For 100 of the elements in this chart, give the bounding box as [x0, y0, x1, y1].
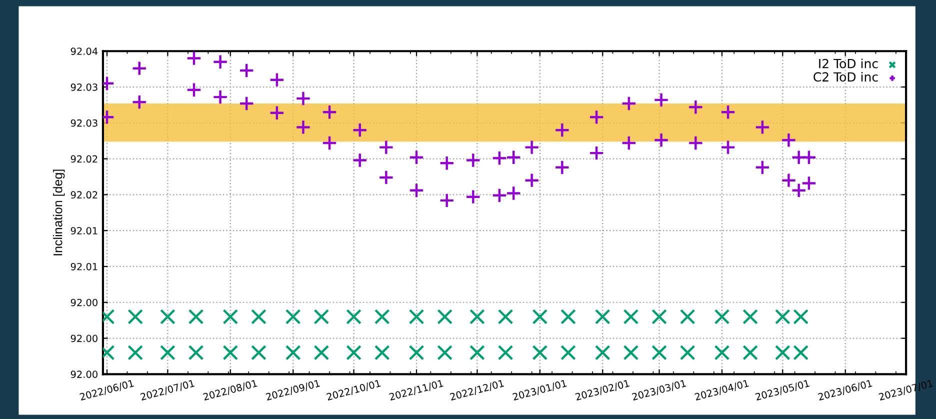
- point: [186, 82, 202, 98]
- point: [238, 62, 254, 78]
- point: [346, 344, 362, 360]
- point: [532, 344, 548, 360]
- point: [352, 122, 368, 138]
- point: [554, 122, 570, 138]
- point: [498, 309, 514, 324]
- point: [506, 150, 522, 166]
- point: [212, 89, 228, 105]
- point: [801, 150, 817, 166]
- point: [793, 344, 809, 360]
- point: [269, 72, 285, 88]
- point: [408, 344, 424, 360]
- point: [492, 150, 508, 166]
- y-tick-label: 92.02: [70, 155, 98, 163]
- point: [532, 309, 548, 324]
- y-tick-label: 92.03: [70, 83, 98, 91]
- point: [621, 96, 637, 112]
- point: [128, 344, 144, 360]
- point: [374, 309, 390, 324]
- point: [346, 309, 362, 324]
- point: [296, 90, 311, 106]
- point: [128, 309, 144, 324]
- point: [714, 344, 730, 360]
- point: [222, 309, 238, 324]
- point: [251, 344, 266, 360]
- point: [408, 150, 424, 166]
- point: [652, 309, 667, 324]
- point: [186, 51, 202, 66]
- point: [506, 186, 522, 201]
- point: [594, 344, 610, 360]
- point: [781, 172, 796, 188]
- point: [554, 160, 570, 176]
- point: [437, 309, 453, 324]
- point: [378, 170, 394, 186]
- y-tick-label: 92.03: [70, 119, 98, 127]
- point: [285, 309, 301, 324]
- point: [654, 92, 669, 108]
- point: [408, 309, 424, 324]
- point: [132, 60, 148, 76]
- point: [160, 309, 176, 324]
- point: [654, 132, 669, 148]
- y-tick-label: 92.00: [70, 334, 98, 342]
- legend-label: I2 ToD inc: [819, 58, 878, 68]
- point: [720, 104, 736, 120]
- y-tick-label: 92.02: [70, 191, 98, 199]
- point: [680, 344, 696, 360]
- point: [188, 309, 204, 324]
- y-tick-label: 92.00: [70, 298, 98, 306]
- y-tick-label: 92.01: [70, 262, 98, 270]
- point: [352, 152, 368, 168]
- point: [742, 309, 758, 324]
- point: [322, 135, 338, 151]
- point: [492, 188, 508, 204]
- point: [285, 344, 301, 360]
- point: [160, 344, 176, 360]
- point: [238, 96, 254, 112]
- point: [742, 344, 758, 360]
- point: [469, 309, 485, 324]
- point: [465, 152, 481, 168]
- point: [588, 109, 604, 125]
- y-tick-label: 92.00: [70, 370, 98, 378]
- point: [408, 182, 424, 198]
- legend-label: C2 ToD inc: [814, 72, 878, 82]
- point: [781, 132, 796, 148]
- point: [222, 344, 238, 360]
- point: [314, 309, 330, 324]
- point: [132, 94, 148, 110]
- point: [560, 309, 576, 324]
- point: [498, 344, 514, 360]
- y-tick-label: 92.01: [70, 227, 98, 234]
- point: [688, 99, 704, 115]
- point: [688, 135, 704, 151]
- point: [621, 135, 637, 151]
- point: [322, 104, 338, 120]
- point: [774, 344, 790, 360]
- point: [623, 344, 639, 360]
- point: [374, 344, 390, 360]
- point: [437, 344, 453, 360]
- point: [314, 344, 330, 360]
- point: [774, 309, 790, 324]
- point: [754, 120, 770, 135]
- point: [623, 309, 639, 324]
- point: [560, 344, 576, 360]
- point: [714, 309, 730, 324]
- point: [378, 140, 394, 156]
- point: [594, 309, 610, 324]
- point: [269, 105, 285, 121]
- point: [588, 145, 604, 161]
- point: [469, 344, 485, 360]
- point: [754, 160, 770, 176]
- point: [296, 120, 311, 135]
- point: [720, 140, 736, 156]
- point: [188, 344, 204, 360]
- point: [524, 140, 540, 156]
- point: [652, 344, 667, 360]
- point: [524, 172, 540, 188]
- point: [439, 192, 455, 208]
- point: [465, 189, 481, 205]
- point: [793, 309, 809, 324]
